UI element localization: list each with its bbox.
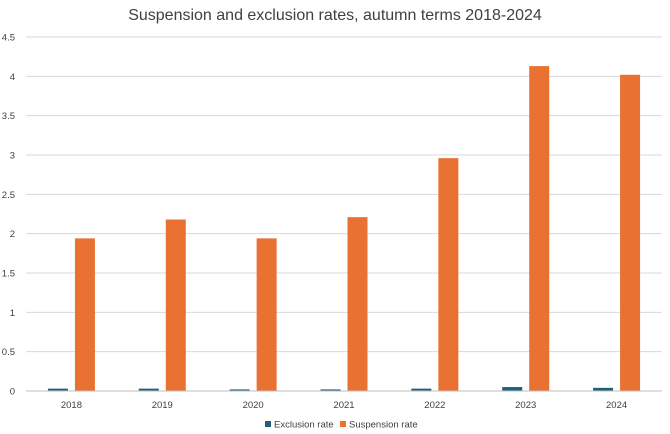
suspension-rate-bar (347, 217, 368, 391)
x-tick-label: 2024 (606, 400, 627, 411)
x-tick-label: 2021 (333, 400, 354, 411)
chart-title: Suspension and exclusion rates, autumn t… (128, 7, 542, 24)
suspension-rate-bar (256, 238, 277, 391)
legend-exclusion-rate-swatch (265, 421, 271, 427)
suspension-rate-bar (74, 238, 95, 391)
y-tick-label: 2 (10, 229, 15, 240)
x-tick-label: 2022 (424, 400, 445, 411)
legend-suspension-rate-label: Suspension rate (349, 420, 418, 431)
y-tick-label: 1.5 (2, 269, 15, 280)
suspension-rate-bar (620, 74, 641, 391)
x-tick-label: 2023 (515, 400, 536, 411)
legend-suspension-rate-swatch (340, 421, 346, 427)
gridlines (26, 36, 662, 353)
exclusion-rate-bar (229, 389, 250, 391)
legend-exclusion-rate-label: Exclusion rate (274, 420, 334, 431)
x-tick-label: 2019 (152, 400, 173, 411)
suspension-rate-bar (165, 219, 186, 391)
x-tick-label: 2018 (61, 400, 82, 411)
y-tick-label: 3.5 (2, 111, 15, 122)
y-tick-label: 0.5 (2, 347, 15, 358)
exclusion-rate-bar (47, 388, 68, 391)
y-axis-ticks: 0 0.5 1 1.5 2 2.5 3 3.5 4 4.5 (2, 33, 15, 398)
suspension-rate-bar (529, 66, 550, 392)
y-tick-label: 4.5 (2, 33, 15, 44)
exclusion-rate-bar (502, 387, 523, 391)
exclusion-rate-bar (593, 387, 614, 391)
y-tick-label: 2.5 (2, 190, 15, 201)
x-tick-label: 2020 (243, 400, 264, 411)
exclusion-rate-bar (138, 388, 159, 391)
y-tick-label: 0 (10, 387, 15, 398)
x-axis-ticks: 2018 2019 2020 2021 2022 2023 2024 (61, 400, 627, 411)
y-tick-label: 1 (10, 308, 15, 319)
bars (47, 66, 641, 392)
y-tick-label: 4 (10, 72, 15, 83)
exclusion-rate-bar (320, 389, 341, 391)
y-tick-label: 3 (10, 151, 15, 162)
exclusion-rate-bar (411, 388, 432, 391)
legend: Exclusion rate Suspension rate (265, 420, 418, 431)
suspension-rate-bar (438, 158, 459, 391)
